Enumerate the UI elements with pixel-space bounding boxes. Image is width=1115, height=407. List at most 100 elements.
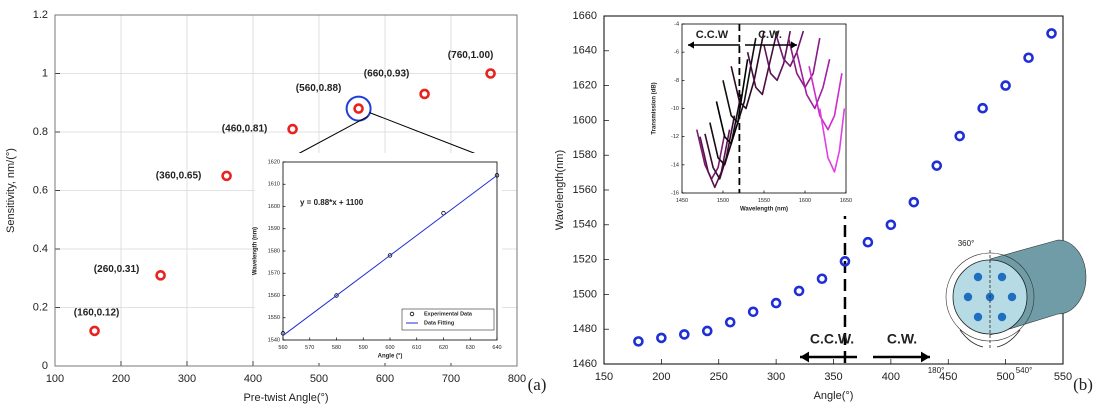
y-tick-label: 1610 (268, 182, 280, 188)
x-axis-label: Wavelength (nm) (740, 207, 788, 213)
x-tick-label: 150 (595, 371, 613, 383)
x-tick-label: 800 (508, 373, 526, 385)
data-line (746, 30, 778, 96)
plot-frame (54, 14, 518, 367)
x-tick-label: 1500 (717, 198, 729, 204)
data-line (704, 115, 736, 180)
y-tick-label: -12 (671, 134, 679, 140)
x-tick-label: 1450 (676, 198, 688, 204)
data-line (796, 51, 831, 110)
twist-arrow (959, 329, 984, 348)
y-tick-label: 1580 (268, 248, 280, 254)
annotation: y = 0.88*x + 1100 (300, 198, 364, 207)
x-tick-label: 550 (1054, 371, 1072, 383)
x-tick-label: 580 (332, 345, 341, 351)
fiber-core (963, 292, 973, 302)
data-point (221, 170, 232, 182)
annotation: C.C.W. (810, 331, 854, 347)
x-tick-label: 400 (882, 371, 900, 383)
x-tick-label: 590 (359, 345, 368, 351)
data-point (633, 336, 644, 347)
fiber-core (997, 312, 1007, 322)
data-point (908, 196, 920, 208)
data-point (862, 236, 874, 248)
data-line (730, 30, 765, 110)
plot-frame (681, 23, 847, 194)
y-tick-label: -14 (671, 162, 679, 168)
y-tick-label: -4 (674, 21, 679, 27)
data-point (334, 293, 339, 298)
y-tick-label: 1600 (573, 114, 597, 126)
data-point (885, 219, 897, 231)
x-tick-label: 610 (412, 345, 421, 351)
y-tick-label: 1.2 (33, 9, 48, 21)
fiber-core (973, 312, 983, 322)
y-tick-label: 1570 (268, 271, 280, 277)
x-tick-label: 100 (46, 373, 64, 385)
plot-frame (603, 15, 1064, 365)
y-tick-label: 1540 (268, 337, 280, 343)
data-point (793, 285, 805, 297)
x-tick-label: 600 (376, 373, 394, 385)
y-tick-label: 1550 (268, 315, 280, 321)
data-line (818, 108, 846, 173)
plot-frame (282, 161, 498, 341)
y-tick-label: 1600 (268, 204, 280, 210)
data-point (701, 325, 713, 337)
data-line (699, 129, 731, 189)
x-axis-label: Pre-twist Angle(°) (243, 392, 328, 404)
data-point (977, 102, 988, 114)
fiber-schematic (945, 239, 1087, 348)
data-line (722, 37, 757, 124)
x-tick-label: 200 (652, 371, 670, 383)
y-tick-label: 1460 (573, 358, 597, 370)
y-tick-label: 0.8 (33, 126, 48, 138)
x-axis-label: Angle(°) (814, 390, 854, 402)
x-tick-label: 200 (112, 373, 130, 385)
y-tick-label: 1540 (573, 219, 597, 231)
y-tick-label: 1590 (268, 226, 280, 232)
x-tick-label: 700 (442, 373, 460, 385)
x-tick-label: 250 (710, 371, 728, 383)
annotation: 360° (958, 239, 975, 248)
data-point (954, 130, 966, 142)
data-point (353, 103, 364, 114)
arrow-head (800, 351, 809, 363)
y-tick-label: -8 (674, 78, 679, 84)
legend-label: Data Fitting (424, 320, 454, 326)
twist-arrow (996, 329, 1021, 348)
x-tick-label: 1650 (840, 198, 852, 204)
x-tick-label: 400 (244, 373, 262, 385)
data-point (419, 88, 430, 100)
data-point (494, 173, 500, 178)
fiber-core (1007, 292, 1017, 302)
y-tick-label: 1 (42, 67, 48, 79)
y-tick-label: 1620 (573, 80, 597, 92)
y-tick-label: 1520 (573, 254, 597, 266)
y-tick-label: -16 (671, 190, 679, 196)
data-line (763, 30, 792, 82)
data-point (839, 256, 851, 267)
y-tick-label: -10 (671, 106, 679, 112)
data-label: (760,1.00) (448, 50, 494, 61)
annotation: 540° (1016, 366, 1033, 375)
data-point (724, 316, 736, 328)
annotation: C.W. (887, 331, 917, 347)
arrow-head (688, 41, 694, 49)
data-line (715, 59, 749, 145)
legend-label: Experimental Data (424, 311, 473, 317)
data-point (155, 270, 166, 281)
x-tick-label: 1550 (758, 198, 770, 204)
x-tick-label: 560 (278, 345, 287, 351)
data-point (770, 297, 782, 309)
x-tick-label: 300 (178, 373, 196, 385)
data-point (747, 306, 759, 318)
y-tick-label: 1620 (268, 159, 280, 165)
y-tick-label: 0 (42, 360, 48, 372)
arrow-head (921, 351, 930, 363)
data-point (89, 325, 100, 337)
x-tick-label: 300 (767, 371, 785, 383)
legend-box (401, 308, 495, 331)
y-tick-label: -6 (674, 50, 679, 56)
